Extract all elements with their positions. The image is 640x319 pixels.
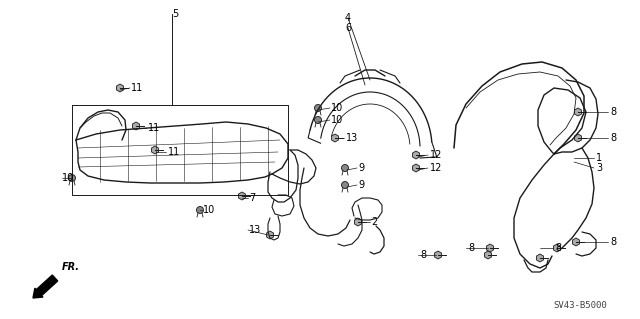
- Text: 8: 8: [468, 243, 474, 253]
- Text: 10: 10: [203, 205, 215, 215]
- Text: 11: 11: [168, 147, 180, 157]
- Circle shape: [314, 116, 321, 123]
- Text: 4: 4: [345, 13, 351, 23]
- Text: 12: 12: [430, 150, 442, 160]
- Text: 10: 10: [331, 115, 343, 125]
- Text: 9: 9: [358, 180, 364, 190]
- Circle shape: [68, 174, 76, 182]
- Text: 3: 3: [596, 163, 602, 173]
- Text: 11: 11: [148, 123, 160, 133]
- Text: 8: 8: [555, 243, 561, 253]
- Text: 12: 12: [430, 163, 442, 173]
- Text: 11: 11: [131, 83, 143, 93]
- Circle shape: [314, 105, 321, 112]
- Text: 8: 8: [610, 237, 616, 247]
- Text: 10: 10: [331, 103, 343, 113]
- Text: 8: 8: [420, 250, 426, 260]
- Text: 5: 5: [172, 9, 179, 19]
- Text: 2: 2: [371, 217, 377, 227]
- Text: 6: 6: [345, 23, 351, 33]
- Circle shape: [196, 206, 204, 213]
- Text: 10: 10: [62, 173, 74, 183]
- FancyArrow shape: [33, 275, 58, 298]
- Text: 13: 13: [346, 133, 358, 143]
- Text: 8: 8: [610, 133, 616, 143]
- Text: 9: 9: [358, 163, 364, 173]
- Circle shape: [342, 165, 349, 172]
- Text: 7: 7: [249, 193, 255, 203]
- Text: 8: 8: [610, 107, 616, 117]
- Circle shape: [342, 182, 349, 189]
- Text: 1: 1: [596, 153, 602, 163]
- Text: 13: 13: [249, 225, 261, 235]
- Text: FR.: FR.: [62, 262, 80, 272]
- Text: SV43-B5000: SV43-B5000: [553, 300, 607, 309]
